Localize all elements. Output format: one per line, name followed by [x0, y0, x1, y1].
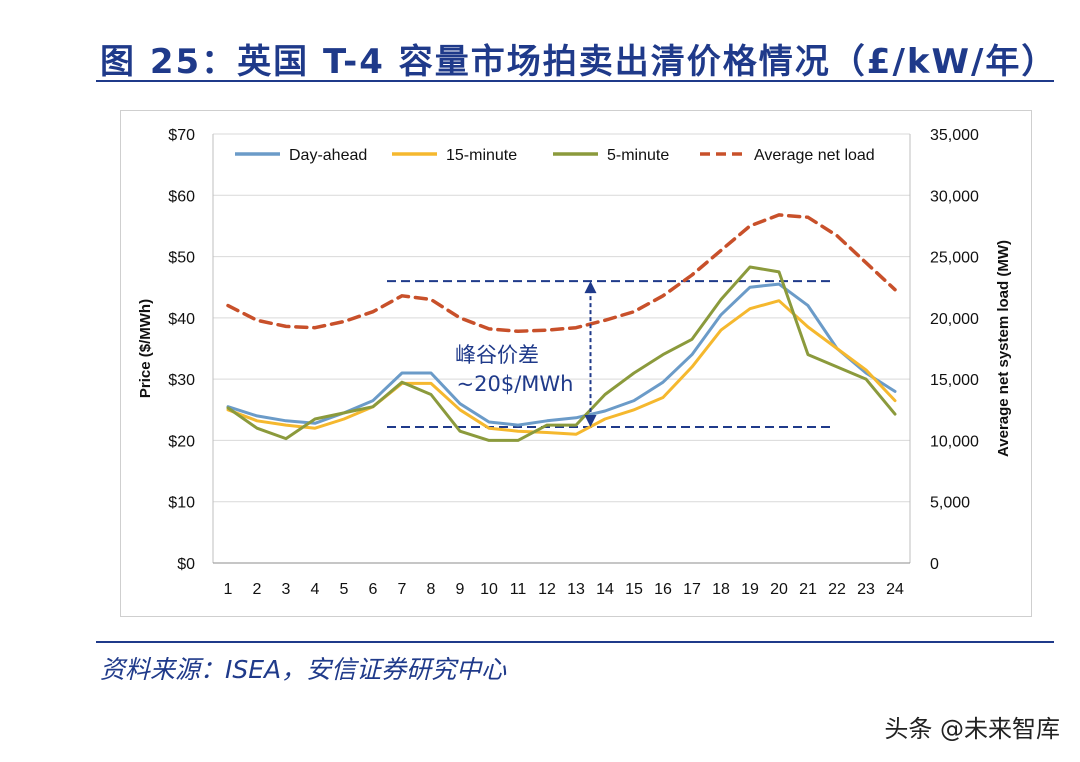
y-right-tick-label: 20,000: [930, 311, 979, 328]
y-tick-label: $60: [168, 188, 195, 205]
y-right-tick-label: 15,000: [930, 372, 979, 389]
x-tick-label: 19: [741, 581, 759, 598]
x-tick-label: 15: [625, 581, 643, 598]
x-tick-label: 7: [398, 581, 407, 598]
range-arrow-head-down: [584, 414, 597, 427]
x-tick-label: 23: [857, 581, 875, 598]
chart-frame: [120, 110, 1032, 617]
x-tick-label: 5: [340, 581, 349, 598]
series: [226, 213, 897, 442]
annotations: 峰谷价差 ~20$/MWh: [455, 281, 597, 427]
x-tick-label: 12: [538, 581, 556, 598]
series-line-day-ahead: [226, 282, 897, 427]
x-tick-label: 22: [828, 581, 846, 598]
x-tick-label: 8: [427, 581, 436, 598]
annotation-label: 峰谷价差: [455, 343, 539, 367]
y-tick-label: $50: [168, 250, 195, 267]
x-tick-label: 3: [282, 581, 291, 598]
x-tick-label: 20: [770, 581, 788, 598]
x-tick-label: 9: [456, 581, 465, 598]
y-right-tick-label: 25,000: [930, 250, 979, 267]
grid: [213, 133, 910, 503]
y-tick-label: $70: [168, 127, 195, 144]
watermark: 头条 @未来智库: [884, 715, 1060, 743]
y-axis-title: Price ($/MWh): [137, 299, 154, 398]
y-right-tick-label: 5,000: [930, 495, 970, 512]
y-tick-label: $30: [168, 372, 195, 389]
range-arrow-head-up: [584, 281, 597, 294]
page-title: 图 25：英国 T-4 容量市场拍卖出清价格情况（£/kW/年）: [100, 42, 1058, 82]
x-tick-label: 4: [311, 581, 320, 598]
legend: Day-ahead 15-minute 5-minute Average net lo…: [235, 147, 875, 164]
y-right-tick-label: 10,000: [930, 433, 979, 450]
title-divider: [96, 80, 1054, 82]
x-tick-label: 24: [886, 581, 904, 598]
x-tick-label: 14: [596, 581, 614, 598]
legend-label: Day-ahead: [289, 147, 367, 164]
x-tick-label: 21: [799, 581, 817, 598]
legend-label: 15-minute: [446, 147, 517, 164]
y-right-tick-label: 0: [930, 556, 939, 573]
axes: $0 $10 $20 $30 $40 $50 $60 $70 0 5,000 10,000 15,00…: [137, 127, 1012, 598]
x-tick-label: 13: [567, 581, 585, 598]
series-line-15-minute: [226, 299, 897, 436]
y-tick-label: $40: [168, 311, 195, 328]
x-tick-label: 10: [480, 581, 498, 598]
y-tick-label: $10: [168, 495, 195, 512]
x-tick-label: 11: [510, 581, 527, 598]
legend-label: Average net load: [754, 147, 875, 164]
legend-label: 5-minute: [607, 147, 669, 164]
y-right-tick-label: 30,000: [930, 188, 979, 205]
x-tick-label: 2: [253, 581, 262, 598]
source-note: 资料来源：ISEA，安信证券研究中心: [100, 655, 507, 684]
source-divider: [96, 641, 1054, 643]
reference-lines: [387, 280, 835, 428]
annotation-label: ~20$/MWh: [457, 372, 574, 396]
x-tick-label: 17: [683, 581, 701, 598]
x-tick-label: 1: [224, 581, 233, 598]
y-tick-label: $20: [168, 433, 195, 450]
y-right-tick-label: 35,000: [930, 127, 979, 144]
x-tick-label: 6: [369, 581, 378, 598]
series-line-5-minute: [226, 265, 897, 442]
y-tick-label: $0: [177, 556, 195, 573]
series-line-average-net-load: [226, 213, 897, 334]
y-right-axis-title: Average net system load (MW): [995, 240, 1012, 457]
x-tick-label: 16: [654, 581, 672, 598]
x-tick-label: 18: [712, 581, 730, 598]
